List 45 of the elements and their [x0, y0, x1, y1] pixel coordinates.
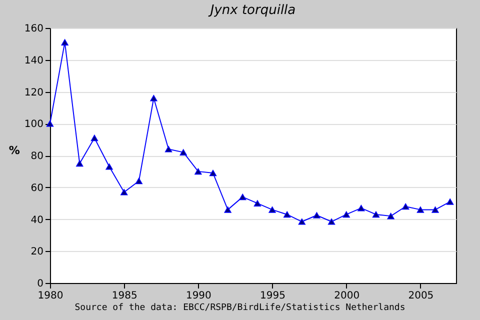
chart-title: Jynx torquilla — [207, 3, 296, 18]
point — [298, 218, 306, 225]
point — [106, 164, 113, 170]
y-tick-label: 80 — [30, 151, 44, 162]
point — [150, 94, 158, 102]
y-tick-label: 100 — [24, 119, 44, 130]
point — [76, 160, 84, 167]
point — [342, 211, 350, 218]
x-tick-label: 1995 — [260, 290, 286, 302]
point — [446, 198, 454, 205]
x-tick-label: 2000 — [334, 290, 360, 302]
y-tick-label: 20 — [30, 246, 44, 258]
point — [402, 203, 410, 210]
y-tick-label: 140 — [24, 55, 44, 66]
y-axis-title: % — [8, 144, 20, 157]
x-tick-label: 2005 — [408, 290, 434, 302]
point — [90, 134, 98, 142]
point — [268, 206, 276, 213]
y-tick-label: 0 — [37, 278, 44, 290]
point — [239, 194, 246, 200]
point — [328, 218, 336, 225]
point — [416, 206, 424, 213]
point — [120, 189, 128, 196]
y-tick-label: 60 — [30, 182, 44, 194]
point — [432, 206, 439, 213]
point — [135, 178, 142, 184]
point — [313, 212, 320, 218]
x-tick-label: 1990 — [186, 290, 212, 302]
x-tick-label: 1985 — [112, 290, 138, 302]
y-tick-label: 40 — [30, 214, 44, 226]
point — [164, 146, 172, 152]
point — [180, 149, 187, 156]
point — [284, 211, 291, 218]
point — [254, 200, 262, 206]
point — [194, 168, 202, 175]
point — [387, 212, 394, 220]
point — [209, 170, 217, 176]
y-tick-label: 160 — [24, 24, 44, 34]
point — [358, 204, 365, 212]
point — [61, 39, 68, 46]
x-tick-label: 1980 — [38, 290, 64, 302]
point — [372, 211, 380, 218]
y-tick-label: 120 — [24, 87, 44, 98]
point — [224, 206, 232, 213]
source-note: Source of the data: EBCC/RSPB/BirdLife/Statistics Netherlands — [74, 303, 406, 313]
